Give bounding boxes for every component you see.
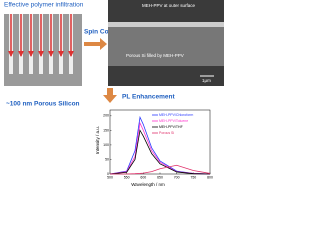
x-tick-label: 600 (140, 175, 146, 179)
sem-outer: MEH-PPV at outer surface (142, 3, 196, 8)
down-arrow (103, 88, 117, 103)
line (109, 129, 211, 175)
x-tick-label: 500 (107, 175, 113, 179)
y-tick-label: 200 (103, 114, 109, 118)
spin-label: Spin Coating (84, 29, 124, 36)
x-tick-label: 750 (190, 175, 196, 179)
legend-label: MEH-PPV/Chloroform (159, 113, 193, 117)
x-tick-label: 800 (207, 175, 213, 179)
x-tick-label: 700 (174, 175, 180, 179)
figure: Effective polymer infiltration Spin Coat… (4, 0, 224, 187)
infiltration-label: Effective polymer infiltration (4, 2, 84, 9)
y-axis-label: Intensity / a.u. (95, 126, 100, 154)
y-tick-label: 150 (103, 128, 109, 132)
pl-label: PL Enhancement (122, 94, 175, 101)
legend-label: MEH-PPV/THF (159, 125, 183, 129)
x-axis-label: Wavelength / nm (131, 182, 165, 187)
x-tick-label: 650 (157, 175, 163, 179)
y-tick-label: 50 (105, 157, 109, 161)
porous-diagram (4, 14, 82, 86)
sem-image (108, 0, 224, 86)
arrow (84, 38, 107, 50)
sem-scale: 1μm (202, 78, 211, 83)
y-tick-label: 0 (107, 172, 109, 176)
porous-label: ~100 nm Porous Silicon (6, 101, 80, 108)
legend-label: Porous Si (159, 131, 174, 135)
line (110, 164, 211, 175)
sem-filled: Porous Si filled by MEH-PPV (126, 53, 184, 58)
page: {"header":{"infiltration":"Effective pol… (4, 0, 224, 188)
y-tick-label: 100 (103, 143, 109, 147)
legend-label: MEH-PPV/Toluene (159, 119, 188, 123)
x-tick-label: 550 (124, 175, 130, 179)
